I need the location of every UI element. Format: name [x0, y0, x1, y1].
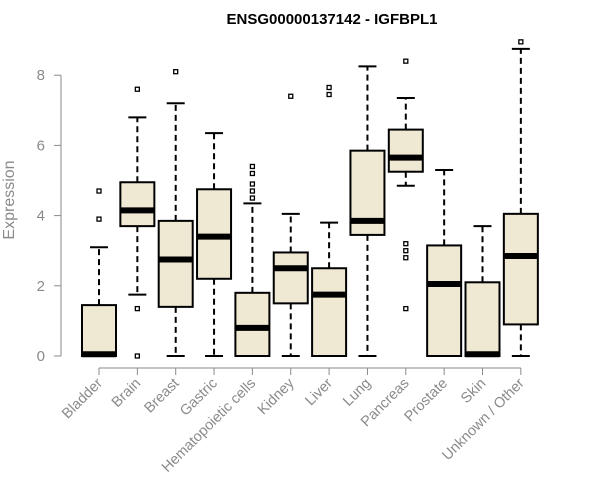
x-tick-label: Breast — [142, 376, 183, 417]
outlier-point — [249, 170, 256, 177]
boxes-group — [81, 39, 539, 359]
box-skin — [464, 225, 501, 358]
box-breast — [157, 69, 194, 357]
box-unknown-other — [502, 39, 539, 357]
iqr-box — [502, 212, 539, 326]
box-brain — [119, 86, 156, 359]
box-prostate — [426, 168, 463, 357]
y-tick-label: 4 — [37, 208, 45, 225]
x-tick-label: Kidney — [255, 375, 298, 418]
outlier-point — [288, 93, 294, 99]
outlier-point — [403, 255, 409, 261]
box-bladder — [81, 188, 117, 358]
box-lung — [349, 65, 386, 357]
outlier-point — [249, 181, 256, 187]
outlier-point — [134, 305, 141, 312]
outlier-point — [326, 84, 332, 91]
iqr-box — [81, 304, 117, 358]
x-tick-label: Skin — [458, 376, 489, 407]
outlier-point — [326, 91, 332, 98]
y-tick-label: 8 — [37, 67, 45, 84]
y-tick-label: 2 — [37, 278, 45, 295]
iqr-box — [311, 267, 348, 357]
outlier-point — [403, 241, 409, 247]
outlier-point — [403, 248, 409, 254]
outlier-point — [249, 188, 256, 194]
iqr-box — [119, 181, 156, 228]
outlier-point — [134, 86, 141, 92]
outlier-point — [403, 58, 409, 64]
x-tick-label: Lung — [340, 376, 374, 410]
box-pancreas — [387, 58, 424, 312]
iqr-box — [272, 251, 309, 305]
box-gastric — [196, 132, 233, 357]
chart-title: ENSG00000137142 - IGFBPL1 — [227, 11, 438, 28]
box-hematopoietic-cells — [234, 163, 271, 358]
outlier-point — [403, 305, 409, 312]
outlier-point — [96, 216, 102, 222]
x-tick-label: Bladder — [59, 375, 106, 422]
y-axis-label: Expression — [1, 160, 18, 239]
iqr-box — [234, 291, 271, 358]
iqr-box — [387, 128, 424, 173]
box-liver — [311, 84, 348, 357]
iqr-box — [157, 219, 194, 308]
x-tick-label: Prostate — [401, 376, 450, 425]
iqr-box — [426, 244, 463, 357]
x-tick-label: Brain — [109, 376, 144, 411]
y-tick-label: 0 — [37, 348, 45, 365]
outlier-point — [249, 195, 256, 201]
box-kidney — [272, 93, 309, 357]
outlier-point — [173, 69, 179, 75]
outlier-point — [518, 39, 524, 45]
outlier-point — [249, 163, 256, 170]
y-axis: 0 2 4 6 8 — [37, 67, 62, 365]
y-tick-label: 6 — [37, 137, 45, 154]
x-tick-label: Liver — [302, 375, 336, 409]
outlier-point — [134, 353, 141, 359]
outlier-point — [96, 188, 102, 194]
iqr-box — [464, 281, 501, 358]
